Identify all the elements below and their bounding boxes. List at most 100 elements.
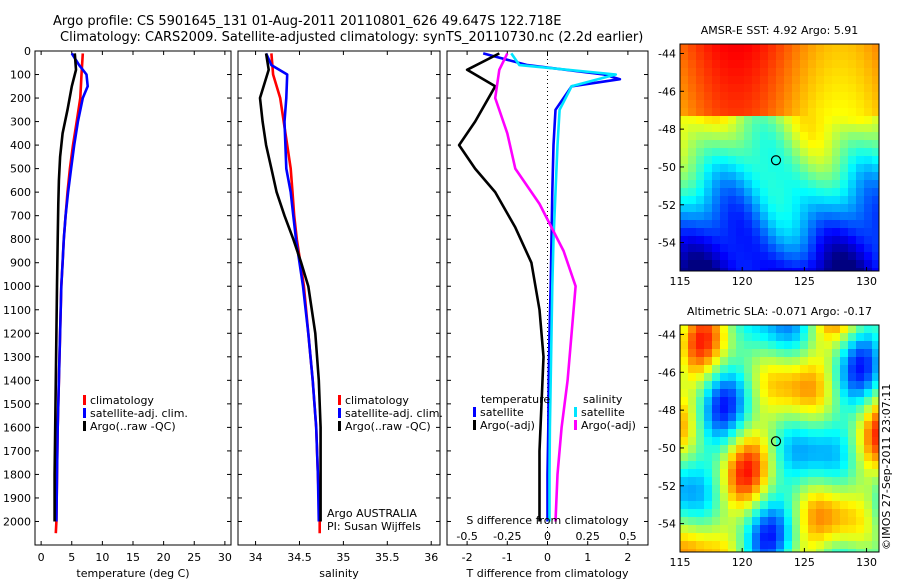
map-cell bbox=[704, 100, 712, 108]
map-cell bbox=[776, 469, 784, 477]
map-cell bbox=[768, 405, 776, 413]
map-cell bbox=[824, 124, 832, 132]
map-cell bbox=[864, 228, 872, 236]
map-cell bbox=[696, 60, 704, 68]
map-cell bbox=[760, 413, 768, 421]
map-cell bbox=[784, 252, 792, 260]
map-cell bbox=[800, 252, 808, 260]
map-cell bbox=[864, 260, 872, 268]
map-cell bbox=[776, 92, 784, 100]
salinity-legend-swatch bbox=[338, 408, 341, 418]
map-cell bbox=[688, 357, 696, 365]
map-cell bbox=[728, 172, 736, 180]
map-cell bbox=[728, 429, 736, 437]
salinity-legend-label: Argo(..raw -QC) bbox=[345, 420, 431, 433]
map-cell bbox=[848, 44, 856, 52]
map-cell bbox=[696, 325, 704, 333]
map-cell bbox=[800, 453, 808, 461]
map-cell bbox=[712, 180, 720, 188]
map-cell bbox=[848, 52, 856, 60]
map-cell bbox=[856, 525, 864, 533]
map-cell bbox=[808, 260, 816, 268]
map-cell bbox=[768, 180, 776, 188]
map-cell bbox=[864, 485, 872, 493]
map-cell bbox=[784, 172, 792, 180]
map-cell bbox=[816, 76, 824, 84]
map-cell bbox=[808, 397, 816, 405]
map-cell bbox=[856, 60, 864, 68]
x-tick-label: 10 bbox=[95, 551, 109, 564]
map-cell bbox=[824, 76, 832, 84]
map-cell bbox=[688, 509, 696, 517]
map-cell bbox=[752, 437, 760, 445]
map-cell bbox=[848, 485, 856, 493]
map-cell bbox=[688, 397, 696, 405]
map-cell bbox=[752, 244, 760, 252]
map-cell bbox=[808, 52, 816, 60]
map-cell bbox=[848, 533, 856, 541]
map-cell bbox=[760, 268, 768, 271]
map-cell bbox=[808, 84, 816, 92]
map-cell bbox=[688, 453, 696, 461]
map-cell bbox=[760, 477, 768, 485]
map-cell bbox=[744, 413, 752, 421]
map-cell bbox=[752, 485, 760, 493]
map-cell bbox=[768, 100, 776, 108]
map-cell bbox=[832, 413, 840, 421]
map-cell bbox=[808, 100, 816, 108]
diff-legend-t-swatch bbox=[473, 407, 476, 417]
map-cell bbox=[824, 140, 832, 148]
y-tick-label: 300 bbox=[10, 116, 31, 129]
map-cell bbox=[696, 477, 704, 485]
map-y-tick-label: -48 bbox=[658, 404, 676, 417]
map-cell bbox=[856, 485, 864, 493]
map-cell bbox=[816, 437, 824, 445]
map-cell bbox=[848, 260, 856, 268]
map-cell bbox=[800, 100, 808, 108]
map-cell bbox=[760, 405, 768, 413]
map-cell bbox=[696, 52, 704, 60]
map-cell bbox=[744, 228, 752, 236]
map-cell bbox=[872, 148, 879, 156]
map-cell bbox=[680, 453, 688, 461]
map-cell bbox=[704, 44, 712, 52]
map-cell bbox=[760, 212, 768, 220]
map-cell bbox=[736, 429, 744, 437]
map-cell bbox=[776, 204, 784, 212]
map-cell bbox=[848, 461, 856, 469]
map-cell bbox=[736, 228, 744, 236]
map-cell bbox=[704, 541, 712, 549]
map-cell bbox=[712, 92, 720, 100]
map-cell bbox=[848, 156, 856, 164]
map-cell bbox=[856, 68, 864, 76]
map-y-tick-label: -50 bbox=[658, 161, 676, 174]
map-cell bbox=[760, 76, 768, 84]
map-cell bbox=[760, 44, 768, 52]
map-cell bbox=[760, 204, 768, 212]
map-cell bbox=[776, 172, 784, 180]
map-cell bbox=[768, 116, 776, 124]
map-cell bbox=[864, 357, 872, 365]
map-cell bbox=[848, 453, 856, 461]
map-cell bbox=[864, 325, 872, 333]
map-cell bbox=[696, 228, 704, 236]
map-cell bbox=[744, 541, 752, 549]
map-cell bbox=[704, 469, 712, 477]
map-cell bbox=[832, 220, 840, 228]
map-cell bbox=[744, 533, 752, 541]
map-cell bbox=[776, 325, 784, 333]
map-cell bbox=[840, 220, 848, 228]
map-cell bbox=[840, 268, 848, 271]
map-y-tick-label: -44 bbox=[658, 328, 676, 341]
map-cell bbox=[744, 549, 752, 552]
map-cell bbox=[784, 413, 792, 421]
map-cell bbox=[840, 389, 848, 397]
map-cell bbox=[848, 501, 856, 509]
map-cell bbox=[840, 204, 848, 212]
map-cell bbox=[712, 341, 720, 349]
map-cell bbox=[752, 84, 760, 92]
map-x-tick-label: 130 bbox=[856, 275, 877, 288]
map-cell bbox=[680, 252, 688, 260]
map-cell bbox=[832, 140, 840, 148]
map-cell bbox=[792, 413, 800, 421]
